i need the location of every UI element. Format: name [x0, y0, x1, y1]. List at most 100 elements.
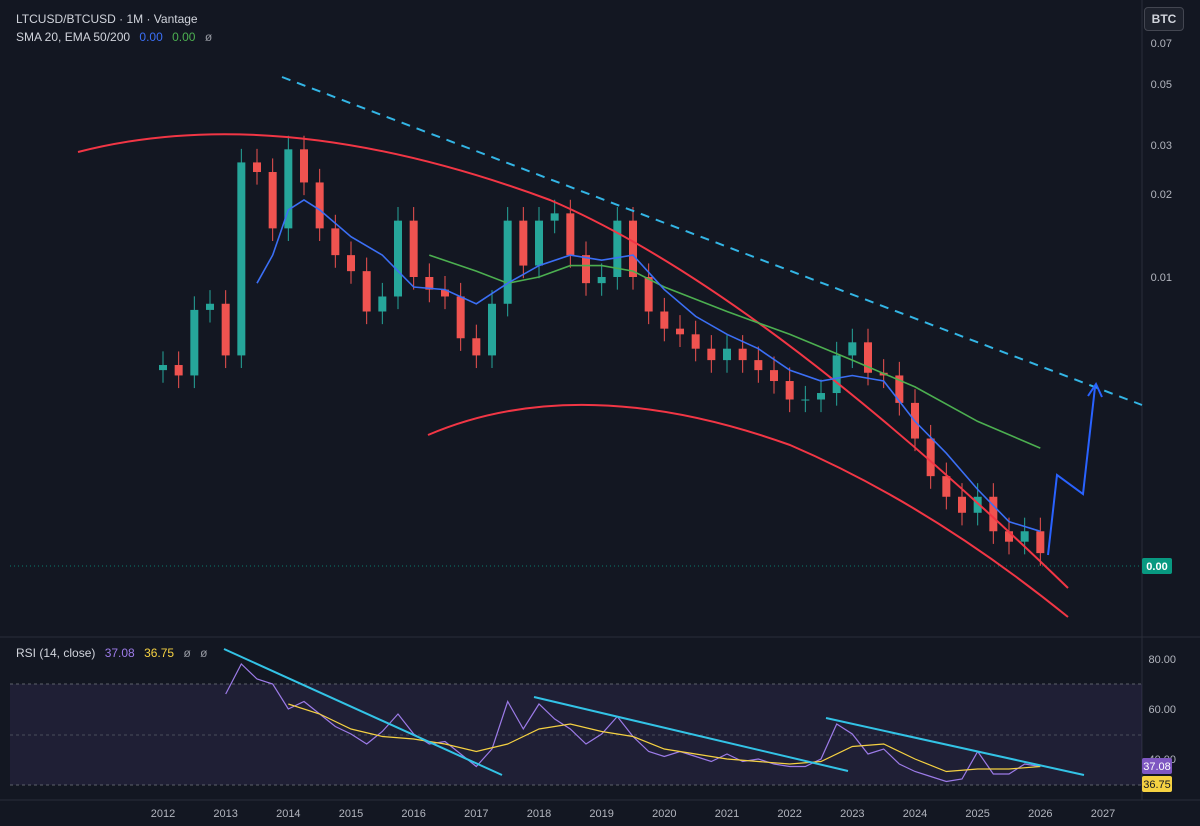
- ema-line: [429, 254, 1041, 449]
- time-tick-label: 2023: [840, 808, 864, 820]
- time-tick-label: 2019: [589, 808, 613, 820]
- time-tick-label: 2014: [276, 808, 300, 820]
- candle-body: [895, 375, 904, 403]
- upper-arc[interactable]: [77, 133, 1069, 589]
- candle-body: [268, 172, 277, 229]
- candle-body: [942, 476, 951, 497]
- candle-body: [456, 296, 465, 339]
- candle-body: [613, 220, 622, 277]
- candle-body: [707, 348, 716, 361]
- price-tick-label: 0.03: [1151, 140, 1172, 152]
- rsi-extra-2: ø: [200, 646, 208, 660]
- rsi-value-label: 37.08: [1143, 761, 1171, 773]
- rsi-value-label-bg: [1142, 758, 1172, 774]
- candles-layer: [159, 135, 1045, 566]
- projection-path[interactable]: [1047, 386, 1096, 556]
- rsi-ma-value-label-bg: [1142, 776, 1172, 792]
- price-tick-label: 0.01: [1151, 272, 1172, 284]
- rsi-trendline-3[interactable]: [825, 717, 1085, 776]
- candle-body: [1020, 531, 1029, 542]
- candle-body: [315, 182, 324, 229]
- rsi-name: RSI (14, close): [16, 646, 96, 660]
- candle-body: [472, 338, 481, 356]
- candle-body: [284, 149, 293, 229]
- rsi-ma-line: [288, 703, 1041, 773]
- candle-body: [848, 342, 857, 356]
- candle-body: [441, 289, 449, 297]
- indicator-name: SMA 20, EMA 50/200: [16, 30, 131, 44]
- rsi-trendline-2[interactable]: [533, 696, 849, 772]
- candle-body: [362, 271, 371, 312]
- price-tick-label: 0.07: [1151, 38, 1172, 50]
- time-tick-label: 2022: [777, 808, 801, 820]
- candle-body: [582, 255, 590, 284]
- sma-line: [256, 199, 1041, 533]
- time-tick-label: 2017: [464, 808, 488, 820]
- time-tick-label: 2025: [965, 808, 989, 820]
- time-tick-label: 2027: [1091, 808, 1115, 820]
- symbol-title: LTCUSD/BTCUSD · 1M · Vantage: [16, 12, 198, 26]
- price-tick-label: 0.02: [1151, 189, 1172, 201]
- rsi-ma-value: 36.75: [144, 646, 175, 660]
- candle-body: [174, 365, 183, 376]
- time-tick-label: 2020: [652, 808, 676, 820]
- candle-body: [394, 220, 402, 297]
- candle-body: [973, 496, 982, 513]
- time-tick-label: 2016: [401, 808, 425, 820]
- currency-badge[interactable]: BTC: [1144, 7, 1184, 31]
- candle-body: [159, 365, 167, 371]
- rsi-trendline-1[interactable]: [223, 648, 503, 776]
- candle-body: [300, 149, 308, 183]
- time-tick-label: 2024: [903, 808, 927, 820]
- candle-body: [519, 220, 528, 266]
- candle-body: [629, 220, 637, 277]
- candle-body: [206, 303, 214, 310]
- sma-value: 0.00: [139, 30, 163, 44]
- current-price-label-bg: [1142, 558, 1172, 574]
- time-tick-label: 2021: [715, 808, 739, 820]
- candle-body: [597, 277, 606, 284]
- symbol-legend[interactable]: LTCUSD/BTCUSD · 1M · Vantage: [16, 12, 204, 26]
- rsi-legend[interactable]: RSI (14, close) 37.08 36.75 ø ø: [16, 646, 213, 660]
- candle-body: [409, 220, 418, 277]
- candle-body: [958, 496, 966, 513]
- rsi-value: 37.08: [104, 646, 135, 660]
- candle-body: [190, 309, 199, 376]
- ema-extra-value: ø: [204, 30, 213, 44]
- time-tick-label: 2015: [339, 808, 363, 820]
- lower-arc[interactable]: [427, 403, 1069, 618]
- candle-body: [817, 393, 825, 400]
- candle-body: [237, 162, 246, 356]
- candle-body: [566, 213, 575, 256]
- candle-body: [660, 311, 669, 329]
- time-tick-label: 2026: [1028, 808, 1052, 820]
- rsi-extra-1: ø: [183, 646, 191, 660]
- rsi-ma-value-label: 36.75: [1143, 779, 1171, 791]
- time-tick-label: 2012: [151, 808, 175, 820]
- candle-body: [801, 399, 810, 401]
- time-tick-label: 2013: [213, 808, 237, 820]
- candle-body: [550, 213, 559, 221]
- candle-body: [488, 303, 496, 356]
- current-price-label: 0.00: [1146, 561, 1167, 573]
- candle-body: [832, 355, 841, 394]
- candle-body: [425, 277, 434, 290]
- candle-body: [535, 220, 543, 266]
- candle-body: [785, 381, 794, 400]
- ema-value: 0.00: [172, 30, 196, 44]
- candle-body: [989, 496, 998, 532]
- indicator-legend[interactable]: SMA 20, EMA 50/200 0.00 0.00 ø: [16, 30, 218, 44]
- candle-body: [1005, 531, 1013, 542]
- candle-body: [738, 348, 747, 361]
- candle-body: [770, 370, 778, 382]
- candle-body: [926, 438, 935, 477]
- price-axis[interactable]: 0.07 0.05 0.03 0.02 0.01: [1151, 38, 1172, 284]
- candle-body: [378, 296, 387, 312]
- candle-body: [676, 328, 684, 335]
- time-axis[interactable]: 2012 2013 2014 2015 2016 2017 2018 2019 2020 2021…: [151, 808, 1115, 820]
- candle-body: [347, 255, 355, 272]
- candle-body: [754, 360, 763, 371]
- candle-body: [503, 220, 512, 304]
